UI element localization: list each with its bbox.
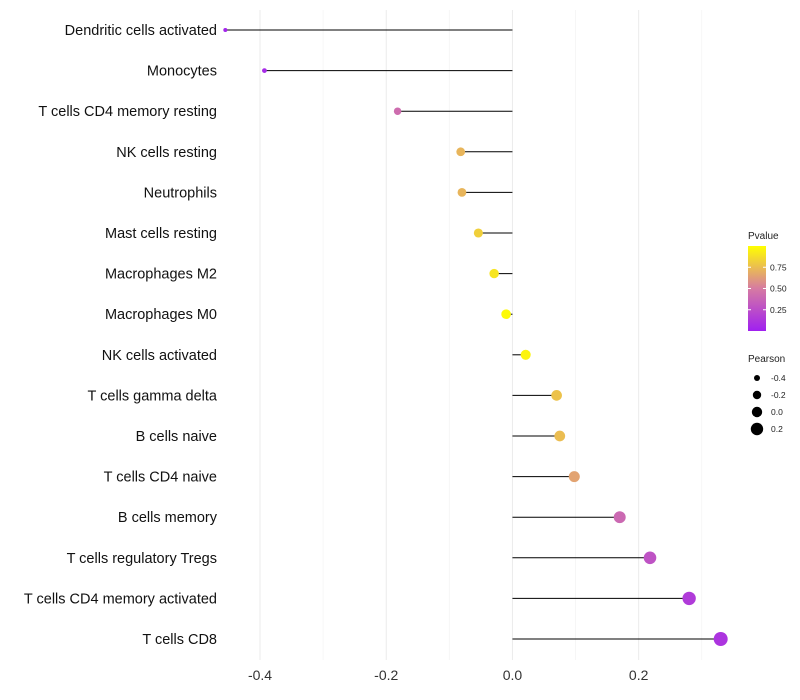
size-legend-label: 0.0: [771, 407, 783, 417]
lollipop-point: [489, 268, 499, 279]
x-axis: -0.4 -0.2 0.0 0.2: [248, 667, 649, 683]
category-label: B cells memory: [118, 510, 218, 526]
category-label: T cells CD4 naive: [104, 470, 217, 486]
lollipop-point: [456, 147, 466, 157]
category-label: B cells naive: [136, 429, 217, 445]
x-tick-label: 0.0: [503, 667, 523, 683]
lollipop-stems: [225, 29, 721, 640]
lollipop-points: [223, 28, 728, 646]
lollipop-point: [613, 511, 626, 524]
category-label: Macrophages M0: [105, 307, 217, 323]
x-tick-label: -0.2: [374, 667, 398, 683]
pvalue-legend-title: Pvalue: [748, 231, 779, 242]
size-legend-dot: [751, 406, 763, 418]
category-label: Dendritic cells activated: [65, 23, 217, 39]
colorbar-tick-label: 0.50: [770, 284, 787, 294]
lollipop-point: [223, 28, 228, 32]
lollipop-point: [682, 591, 696, 606]
pvalue-legend: Pvalue 0.25 0.50 0.75: [748, 231, 787, 331]
lollipop-point: [643, 551, 657, 565]
lollipop-point: [501, 309, 511, 320]
size-legend-dot: [754, 375, 760, 381]
category-label: T cells gamma delta: [88, 388, 218, 404]
category-label: NK cells activated: [102, 348, 217, 364]
x-tick-label: 0.2: [629, 667, 649, 683]
lollipop-point: [551, 390, 562, 401]
pearson-legend: Pearson -0.4 -0.2 0.0 0.2: [748, 354, 786, 436]
category-label: Monocytes: [147, 64, 217, 80]
pearson-legend-title: Pearson: [748, 354, 785, 365]
lollipop-point: [520, 349, 531, 360]
category-label: NK cells resting: [116, 145, 217, 161]
pvalue-colorbar: [748, 246, 766, 331]
colorbar-tick-label: 0.75: [770, 262, 787, 272]
category-labels: Dendritic cells activated Monocytes T cell…: [24, 23, 218, 648]
size-legend-label: -0.2: [771, 390, 786, 400]
category-label: Neutrophils: [144, 185, 217, 201]
lollipop-point: [457, 188, 467, 197]
x-tick-label: -0.4: [248, 667, 272, 683]
lollipop-point: [568, 471, 580, 483]
size-legend-label: -0.4: [771, 373, 786, 383]
lollipop-point: [473, 228, 483, 238]
category-label: T cells CD8: [142, 632, 217, 648]
lollipop-point: [713, 632, 728, 646]
category-label: T cells regulatory Tregs: [67, 551, 217, 567]
lollipop-point: [554, 430, 566, 442]
colorbar-tick-label: 0.25: [770, 305, 787, 315]
category-label: T cells CD4 memory resting: [38, 104, 217, 120]
category-label: T cells CD4 memory activated: [24, 591, 217, 607]
lollipop-point: [393, 107, 402, 115]
category-label: Mast cells resting: [105, 226, 217, 242]
lollipop-point: [262, 68, 267, 73]
category-label: Macrophages M2: [105, 267, 217, 283]
grid-lines: [259, 10, 703, 660]
size-legend-dot: [752, 390, 762, 400]
size-legend-dot: [750, 422, 764, 436]
size-legend-label: 0.2: [771, 424, 783, 434]
